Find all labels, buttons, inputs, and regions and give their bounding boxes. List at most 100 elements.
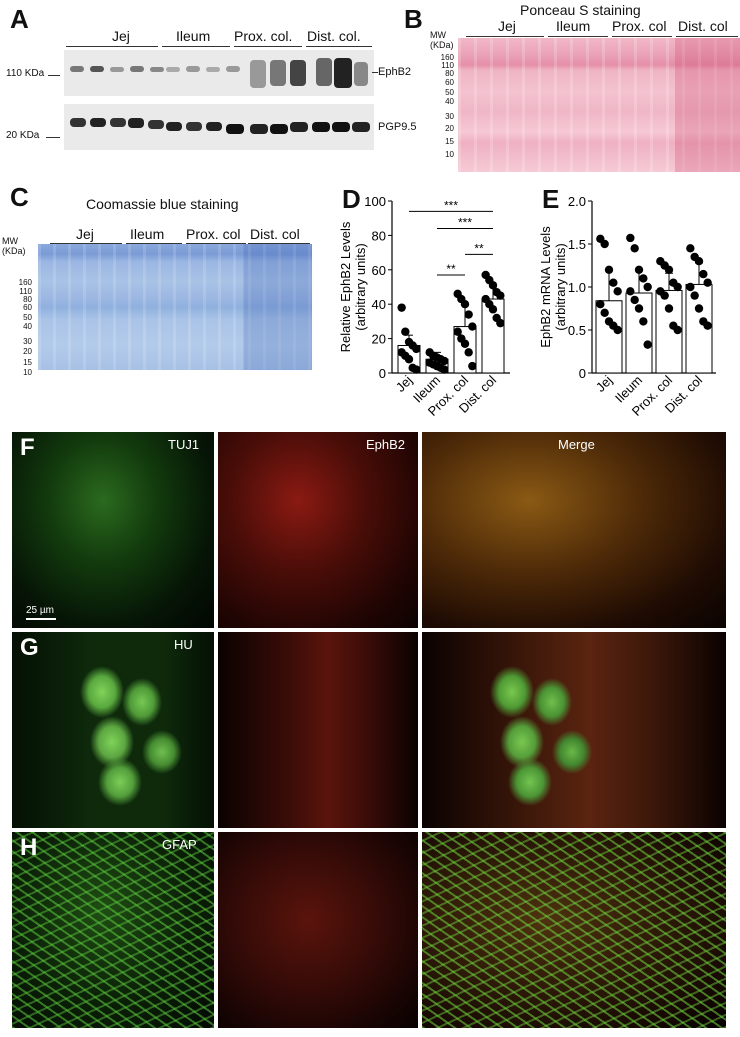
panel-a-label: A [10, 4, 29, 34]
data-point [699, 269, 708, 279]
data-point [496, 318, 505, 328]
group-label-dist-col: Dist. col [250, 226, 300, 242]
mw-header: MW [2, 236, 18, 246]
ephb2-image [218, 432, 418, 628]
data-point [600, 308, 609, 317]
group-line [66, 46, 158, 47]
chart-e: 0 0.5 1.0 1.5 2.0 EphB2 mRNA Levels(arbitrary… [538, 194, 716, 419]
y-tick-label: 0 [379, 366, 386, 381]
y-tick-label: 1.5 [568, 237, 586, 252]
scale-bar [26, 618, 56, 620]
y-axis-label: EphB2 mRNA Levels(arbitrary units) [538, 226, 568, 348]
merge-image [422, 832, 726, 1028]
label-ephb2: EphB2 [366, 437, 406, 452]
mw-marker: 15 [23, 358, 32, 367]
group-label-dist-col: Dist. col. [307, 28, 361, 44]
y-tick-label: 20 [372, 332, 386, 347]
gfap-image [12, 832, 214, 1028]
group-line [612, 36, 672, 37]
data-point [626, 287, 635, 296]
group-line [248, 243, 310, 244]
panel-b-title: Ponceau S staining [520, 2, 641, 18]
significance-stars: ** [474, 241, 484, 255]
data-point [412, 365, 421, 374]
group-line [676, 36, 738, 37]
group-label-jej: Jej [76, 226, 94, 242]
y-tick-label: 2.0 [568, 194, 586, 209]
data-point [468, 322, 477, 331]
mw-marker: 110 [441, 61, 454, 70]
panel-g-label: G [20, 634, 39, 661]
pgp95-blot [64, 104, 374, 150]
data-point [686, 282, 695, 292]
mw-20: 20 KDa [6, 130, 40, 141]
data-point [401, 327, 410, 336]
mw-marker: 60 [445, 78, 454, 87]
group-line [162, 46, 230, 47]
data-point [468, 361, 477, 371]
data-point [440, 365, 449, 374]
data-point [404, 355, 414, 364]
mw-marker: 30 [23, 337, 32, 346]
data-point [639, 274, 648, 283]
mw-marker: 60 [23, 303, 32, 312]
mw-marker: 10 [445, 150, 454, 159]
group-label-ileum: Ileum [556, 18, 591, 34]
panel-d-label: D [342, 184, 361, 214]
ephb2-image [218, 632, 418, 828]
mw-marker: 160 [440, 53, 454, 62]
ephb2-blot [64, 50, 374, 96]
data-point [453, 327, 462, 336]
group-label-prox-col: Prox. col [186, 226, 241, 242]
group-label-prox-col: Prox. col. [234, 28, 293, 44]
panel-b-label: B [404, 4, 423, 34]
mw-tick [48, 75, 60, 76]
y-tick-label: 80 [372, 228, 386, 243]
hu-image [12, 632, 214, 828]
merge-image [422, 632, 726, 828]
data-point [440, 356, 449, 366]
data-point [613, 325, 622, 335]
data-point [686, 244, 695, 253]
significance-stars: *** [444, 198, 458, 212]
mw-marker: 10 [23, 368, 32, 377]
data-point [397, 303, 406, 312]
y-tick-label: 0.5 [568, 323, 586, 338]
mw-marker: 50 [445, 88, 454, 97]
bar [595, 300, 623, 374]
data-point [694, 257, 704, 266]
panel-c-title: Coomassie blue staining [86, 196, 239, 212]
mw-marker: 20 [445, 124, 454, 133]
y-tick-label: 100 [364, 194, 386, 209]
group-label-jej: Jej [498, 18, 516, 34]
significance-stars: *** [458, 216, 472, 230]
label-merge: Merge [558, 437, 595, 452]
label-tuj1: TUJ1 [168, 437, 200, 452]
panel-e-label: E [542, 184, 560, 214]
label-hu: HU [174, 637, 193, 652]
mw-marker: 15 [445, 137, 454, 146]
significance-stars: ** [446, 262, 456, 276]
panel-f-label: F [20, 434, 35, 461]
mw-header-units: (KDa) [2, 246, 26, 256]
scale-bar-label: 25 µm [26, 605, 54, 616]
data-point [664, 304, 674, 313]
data-point [664, 265, 674, 274]
y-tick-label: 0 [579, 366, 586, 381]
group-line [50, 243, 122, 244]
mw-marker: 40 [445, 97, 454, 106]
ephb2-image [218, 832, 418, 1028]
x-tick-label: Jej [393, 372, 415, 394]
y-tick-label: 40 [372, 297, 386, 312]
protein-tick [372, 72, 378, 73]
data-point [488, 305, 498, 314]
mw-marker: 40 [23, 322, 32, 331]
y-tick-label: 1.0 [568, 280, 586, 295]
group-line [466, 36, 544, 37]
mw-marker: 30 [445, 112, 454, 121]
data-point [694, 304, 704, 313]
merge-image [422, 432, 726, 628]
group-line [234, 46, 302, 47]
mw-marker: 50 [23, 313, 32, 322]
data-point [673, 282, 682, 292]
